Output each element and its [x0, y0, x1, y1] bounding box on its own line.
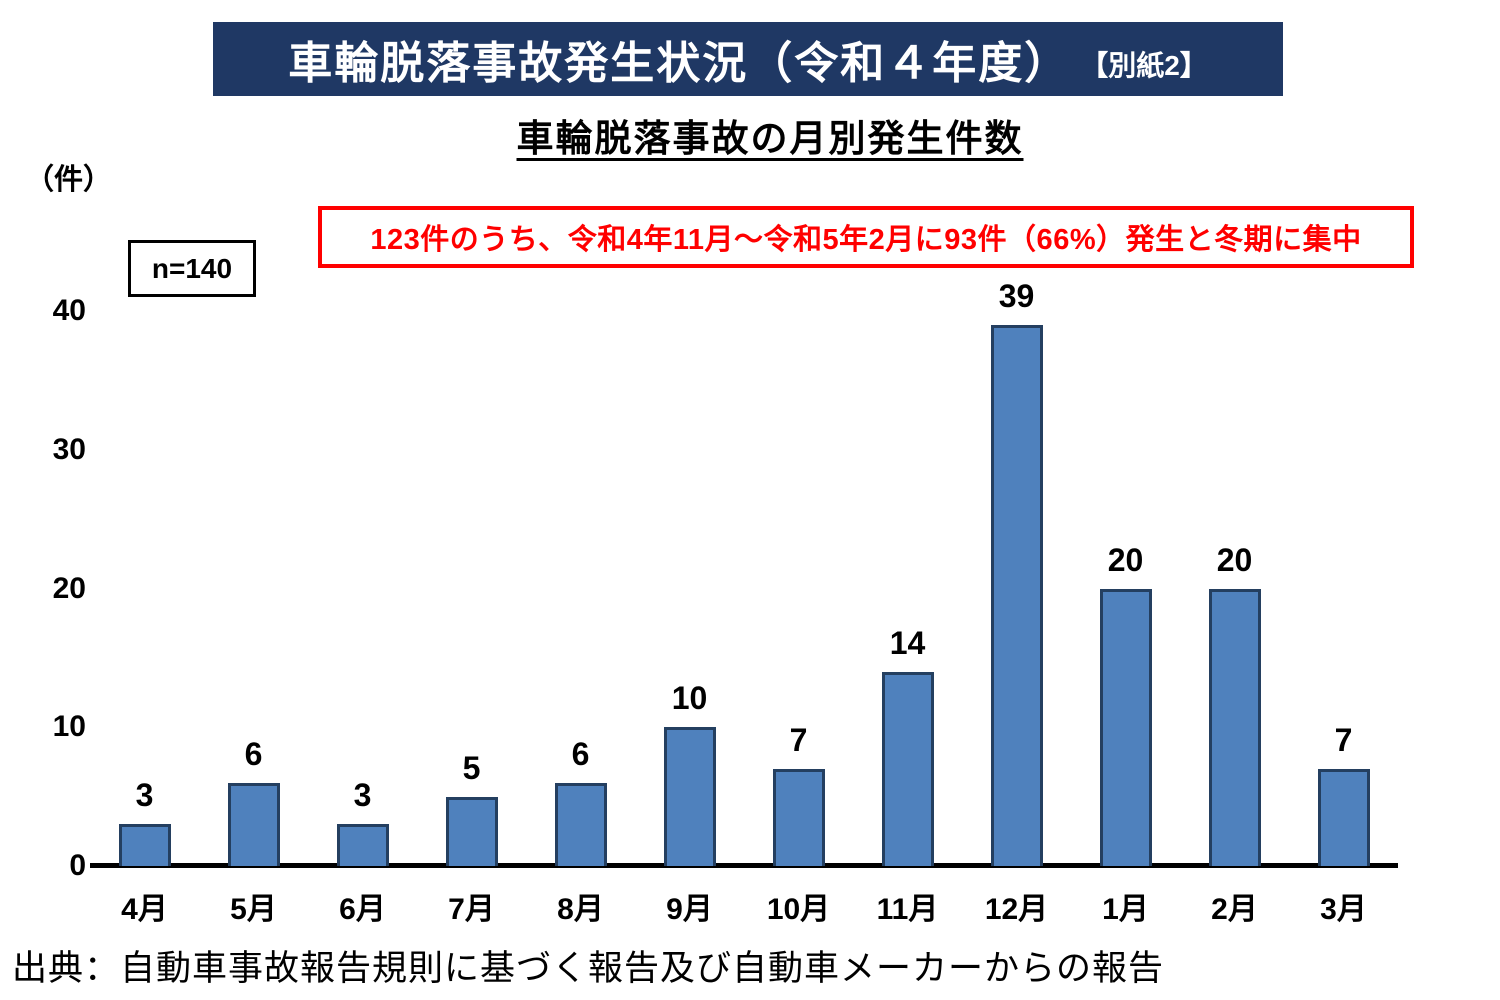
source-note: 出典：自動車事故報告規則に基づく報告及び自動車メーカーからの報告	[12, 949, 1165, 988]
y-tick-label: 0	[69, 849, 86, 882]
x-tick-label: 6月	[339, 893, 386, 926]
bar	[554, 782, 607, 866]
bar	[663, 727, 716, 866]
bar-value-label: 7	[1334, 721, 1353, 758]
bar-value-label: 14	[889, 624, 926, 661]
sample-size-box: n=140	[128, 240, 256, 297]
x-tick-label: 3月	[1320, 893, 1367, 926]
x-tick-label: 7月	[448, 893, 495, 926]
bar	[881, 671, 934, 866]
y-tick-label: 20	[52, 571, 86, 605]
plot-area: 3 4月 6 5月 3 6月 5 7月 6 8月 10 9月 7 10月 14 11月 39 12月 20 1月 20 2…	[90, 278, 1398, 926]
y-tick-label: 30	[52, 432, 86, 466]
bar-value-label: 10	[671, 680, 708, 717]
annotation-callout-box: 123件のうち、令和4年11月～令和5年2月に93件（66%）発生と冬期に集中	[318, 206, 1414, 268]
annotation-text: 123件のうち、令和4年11月～令和5年2月に93件（66%）発生と冬期に集中	[370, 224, 1362, 256]
bar-value-label: 6	[244, 735, 263, 772]
x-tick-label: 11月	[876, 893, 939, 926]
x-axis-line	[90, 863, 1398, 868]
x-tick-label: 9月	[666, 893, 713, 926]
y-tick-label: 10	[52, 710, 86, 744]
bar	[1208, 588, 1261, 866]
y-tick-label: 40	[52, 294, 86, 327]
bar-value-label: 20	[1216, 541, 1253, 578]
bar	[118, 824, 171, 866]
page-title-attachment-tag: 【別紙2】	[1080, 50, 1208, 81]
bar	[1099, 588, 1152, 866]
bar	[336, 824, 389, 866]
x-tick-label: 12月	[984, 893, 1049, 926]
bar-value-label: 7	[789, 721, 808, 758]
x-tick-label: 4月	[121, 893, 168, 926]
bar	[1317, 768, 1370, 866]
bar-value-label: 3	[353, 777, 372, 814]
y-axis-unit-label: （件）	[25, 164, 113, 196]
bar-value-label: 20	[1107, 541, 1144, 578]
bar-value-label: 5	[462, 749, 481, 786]
page-title: 車輪脱落事故発生状況（令和４年度）	[288, 39, 1071, 88]
chart-title-row: 車輪脱落事故の月別発生件数	[0, 108, 1500, 162]
bar-value-label: 39	[998, 277, 1035, 314]
x-tick-label: 1月	[1102, 893, 1149, 926]
bar	[445, 796, 498, 866]
bar	[772, 768, 825, 866]
bar-value-label: 6	[571, 735, 590, 772]
sample-size-label: n=140	[151, 252, 233, 284]
bar-value-label: 3	[135, 777, 154, 814]
bar	[990, 324, 1043, 866]
bar	[227, 782, 280, 866]
x-tick-label: 2月	[1211, 893, 1258, 926]
x-tick-label: 8月	[557, 893, 604, 926]
chart-title: 車輪脱落事故の月別発生件数	[516, 118, 1024, 159]
title-banner: 車輪脱落事故発生状況（令和４年度） 【別紙2】	[213, 22, 1283, 96]
x-tick-label: 5月	[230, 893, 277, 926]
y-axis: 0 10 20 30 40	[0, 294, 86, 882]
x-tick-label: 10月	[766, 893, 831, 926]
